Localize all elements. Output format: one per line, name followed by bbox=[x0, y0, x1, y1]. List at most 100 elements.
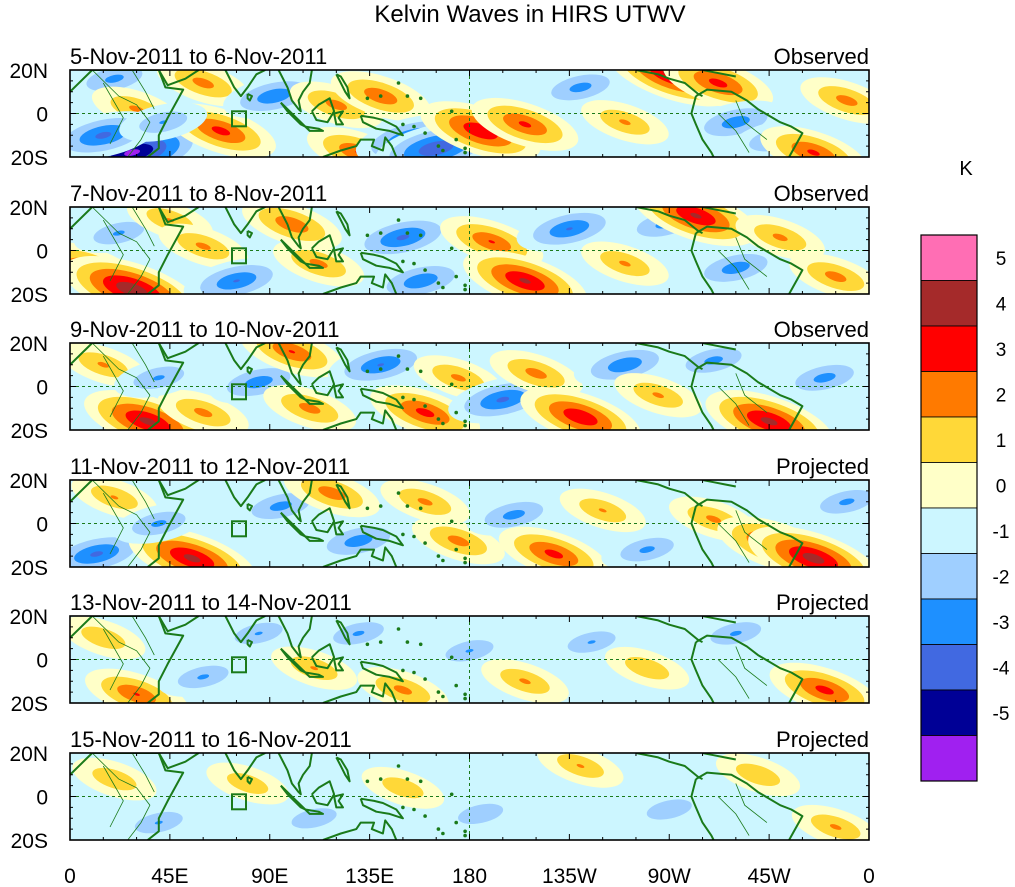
y-tick-label: 0 bbox=[36, 514, 48, 537]
island bbox=[454, 410, 459, 415]
contour-level bbox=[195, 242, 211, 250]
island bbox=[418, 369, 423, 374]
coastline bbox=[280, 647, 307, 674]
anomaly-blob bbox=[85, 668, 189, 703]
contour-level bbox=[829, 824, 842, 830]
colorbar-tick-label: 5 bbox=[996, 249, 1007, 270]
coastline bbox=[335, 619, 351, 646]
panel-2: 20N 0 20S 7-Nov-2011 to 8-Nov-2011 Observed bbox=[9, 181, 870, 307]
anomaly-blob bbox=[380, 480, 470, 525]
coastline bbox=[335, 346, 351, 373]
anomaly-blob bbox=[605, 646, 690, 690]
panel-5: 20N 0 20S 13-Nov-2011 to 14-Nov-2011 Project… bbox=[9, 590, 870, 716]
island bbox=[463, 560, 467, 565]
coastline bbox=[322, 273, 398, 294]
anomaly-blob bbox=[581, 100, 669, 145]
anomaly-blob bbox=[481, 659, 569, 703]
coastline bbox=[277, 207, 313, 250]
island bbox=[378, 231, 383, 235]
anomaly-blob bbox=[498, 526, 609, 567]
country-border bbox=[102, 82, 124, 145]
coastline bbox=[335, 483, 351, 510]
coastline bbox=[277, 480, 313, 523]
x-tick-label: 45E bbox=[151, 865, 188, 887]
island bbox=[412, 670, 416, 675]
coastline bbox=[359, 251, 404, 274]
island bbox=[436, 417, 441, 421]
panel-status: Projected bbox=[776, 727, 869, 752]
coastline bbox=[322, 136, 398, 157]
contour-level bbox=[690, 212, 702, 219]
island bbox=[441, 148, 445, 153]
y-tick-label: 0 bbox=[36, 104, 48, 127]
anomaly-blob bbox=[361, 766, 445, 809]
anomaly-blob bbox=[789, 253, 869, 294]
contour-level bbox=[393, 685, 413, 695]
anomaly-blob bbox=[516, 207, 623, 252]
contour-level bbox=[254, 631, 263, 636]
contour-level bbox=[97, 361, 110, 368]
coastline bbox=[157, 343, 200, 360]
coastline bbox=[359, 660, 404, 683]
coastline bbox=[304, 262, 324, 269]
island bbox=[454, 547, 459, 552]
colorbar-unit-label: K bbox=[959, 158, 973, 180]
colorbar-swatch bbox=[920, 462, 978, 509]
contour-level bbox=[563, 408, 598, 426]
island bbox=[423, 814, 427, 818]
island bbox=[412, 397, 416, 402]
country-border bbox=[131, 753, 155, 793]
island bbox=[396, 627, 401, 631]
coastline bbox=[277, 343, 313, 386]
coastline bbox=[246, 93, 253, 102]
y-tick-label: 20S bbox=[11, 284, 48, 307]
coastline bbox=[690, 505, 715, 567]
coastline bbox=[702, 343, 736, 351]
contour-level bbox=[417, 498, 433, 506]
coastline bbox=[246, 503, 253, 512]
contour-level bbox=[403, 273, 438, 289]
panel-status: Projected bbox=[776, 454, 869, 479]
contour-level bbox=[226, 773, 269, 794]
anomaly-blob bbox=[748, 526, 869, 567]
y-tick-label: 0 bbox=[36, 787, 48, 810]
region-box bbox=[231, 383, 247, 401]
coastline bbox=[333, 656, 344, 672]
island bbox=[449, 246, 454, 251]
contour-level bbox=[639, 546, 655, 553]
coastline bbox=[246, 776, 253, 785]
contour-level bbox=[619, 119, 631, 126]
island bbox=[405, 367, 410, 371]
contour-level bbox=[463, 122, 498, 140]
coastline bbox=[280, 101, 307, 128]
coastline bbox=[335, 756, 351, 783]
coastline bbox=[304, 535, 324, 542]
island bbox=[418, 96, 423, 101]
coastline bbox=[695, 498, 804, 567]
coastline bbox=[359, 387, 404, 410]
island bbox=[463, 419, 467, 424]
island bbox=[463, 696, 467, 701]
island bbox=[463, 283, 467, 288]
coastline bbox=[224, 616, 266, 644]
country-border bbox=[717, 113, 750, 153]
island bbox=[436, 554, 441, 558]
coastline bbox=[690, 778, 715, 840]
contour-level bbox=[90, 551, 103, 557]
coastline bbox=[246, 639, 253, 648]
coastline bbox=[70, 343, 185, 430]
contour-level bbox=[81, 626, 126, 649]
coastline bbox=[70, 616, 185, 703]
colorbar-swatch bbox=[920, 234, 978, 281]
coastline bbox=[157, 207, 200, 224]
country-border bbox=[131, 480, 155, 520]
x-tick-label: 180 bbox=[452, 865, 487, 887]
coastline bbox=[702, 616, 736, 624]
x-tick-label: 45W bbox=[748, 865, 791, 887]
x-tick-label: 135E bbox=[345, 865, 394, 887]
colorbar-tick-label: 0 bbox=[996, 476, 1007, 497]
island bbox=[365, 642, 370, 647]
island bbox=[449, 382, 454, 387]
anomaly-blob bbox=[119, 102, 208, 142]
coastline bbox=[333, 110, 344, 126]
